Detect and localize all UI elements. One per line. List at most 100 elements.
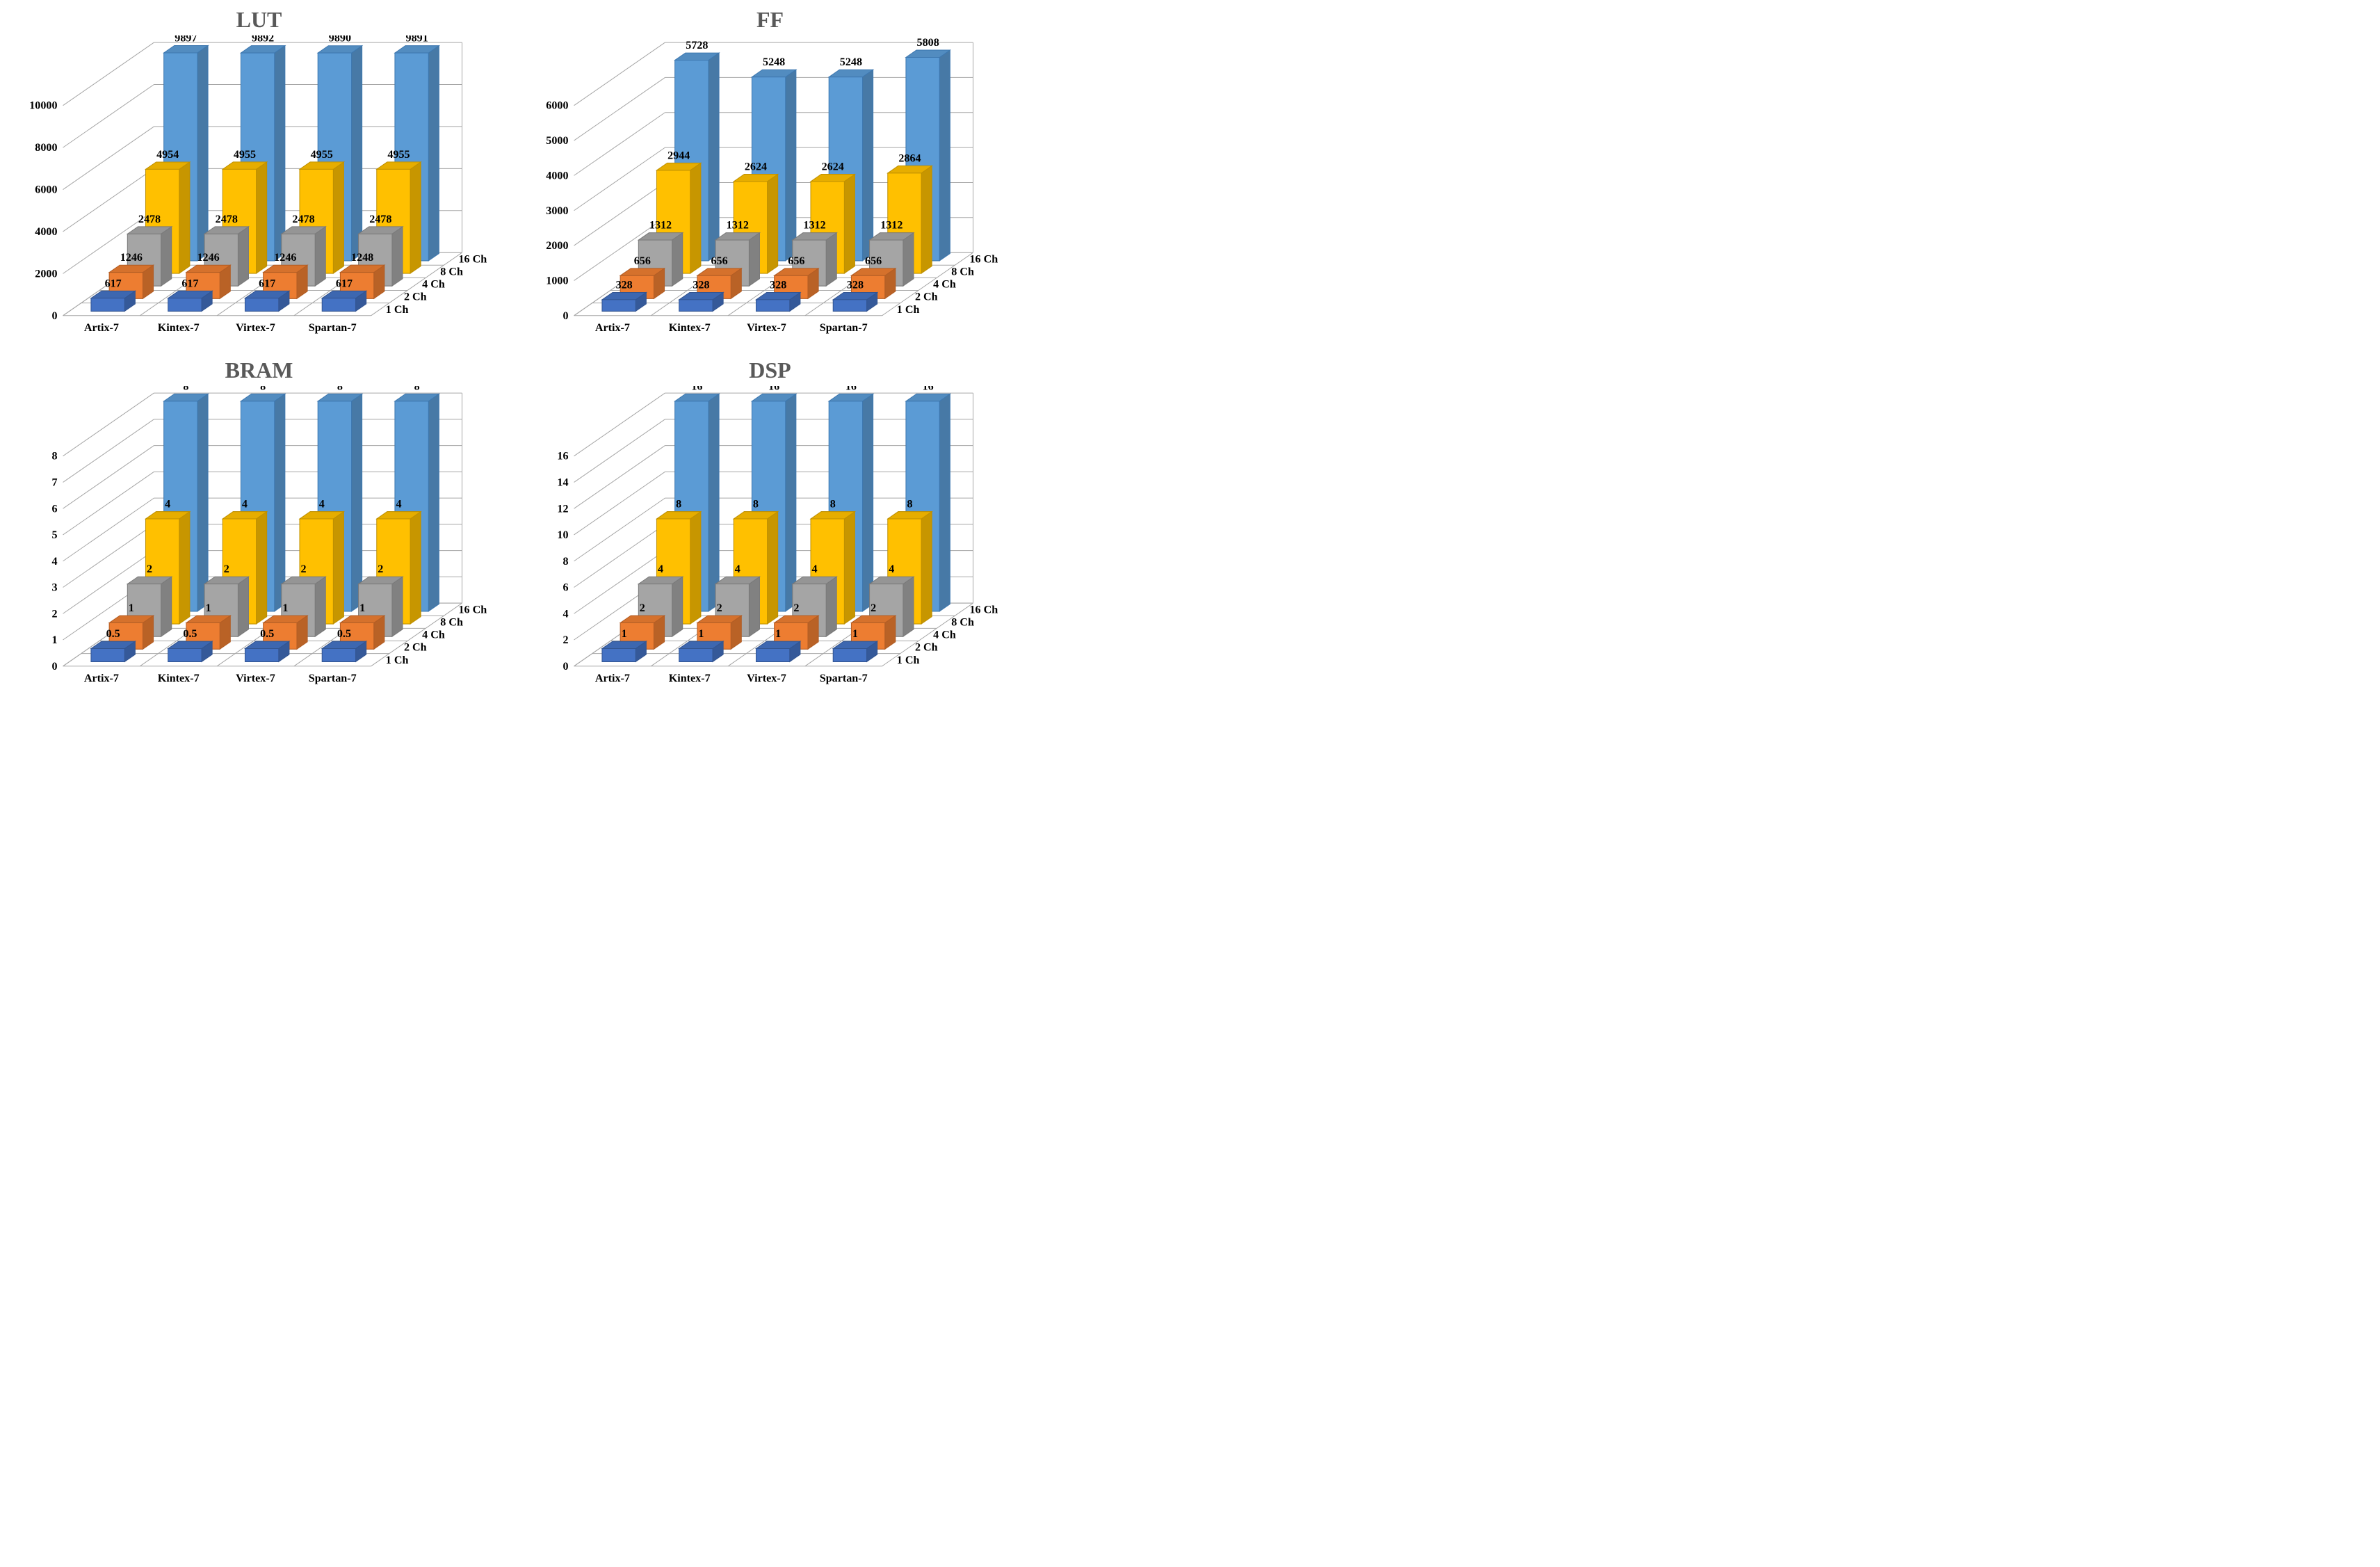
bar xyxy=(168,649,202,662)
bar-value-label: 2624 xyxy=(822,161,844,172)
y-tick-label: 4000 xyxy=(35,226,57,238)
bar-value-label: 2 xyxy=(301,563,307,575)
bar-value-label: 2 xyxy=(871,602,876,614)
series-label: 4 Ch xyxy=(933,279,956,291)
bar xyxy=(756,649,789,662)
bar-value-label: 4 xyxy=(319,499,325,511)
bar-value-label: 2 xyxy=(378,563,383,575)
bar xyxy=(602,300,636,312)
series-label: 4 Ch xyxy=(422,629,445,641)
bar-value-label: 2478 xyxy=(138,214,161,225)
series-label: 16 Ch xyxy=(458,253,487,265)
bar-value-label: 1 xyxy=(129,602,134,614)
chart-title: BRAM xyxy=(7,357,511,383)
y-tick-label: 0 xyxy=(562,661,568,673)
y-tick-label: 6000 xyxy=(546,100,568,112)
series-label: 4 Ch xyxy=(422,279,445,291)
bar-value-label: 5808 xyxy=(917,37,939,49)
bar-value-label: 1 xyxy=(622,628,627,640)
y-tick-label: 2 xyxy=(562,634,568,646)
bar-value-label: 1246 xyxy=(120,252,143,264)
x-category-label: Virtex-7 xyxy=(747,673,786,684)
bar xyxy=(756,300,789,312)
bar-value-label: 4 xyxy=(812,563,818,575)
bar-value-label: 1312 xyxy=(649,220,672,232)
bar-value-label: 9892 xyxy=(252,35,274,45)
bar xyxy=(679,300,713,312)
bar-value-label: 8 xyxy=(414,386,420,392)
y-tick-label: 14 xyxy=(557,477,568,489)
bar-value-label: 2 xyxy=(640,602,645,614)
bar-value-label: 656 xyxy=(788,255,804,267)
bar-value-label: 617 xyxy=(336,278,353,289)
bar-value-label: 16 xyxy=(691,386,702,392)
y-tick-label: 5 xyxy=(51,529,57,541)
y-tick-label: 0 xyxy=(51,661,57,673)
bar-value-label: 2 xyxy=(717,602,722,614)
series-label: 1 Ch xyxy=(897,654,920,666)
bar xyxy=(602,649,636,662)
bar-value-label: 8 xyxy=(830,499,836,511)
x-category-label: Virtex-7 xyxy=(236,322,275,334)
bar-value-label: 4954 xyxy=(156,149,179,161)
series-label: 16 Ch xyxy=(458,604,487,616)
y-tick-label: 6 xyxy=(562,582,568,594)
bar-value-label: 1312 xyxy=(727,220,749,232)
x-category-label: Artix-7 xyxy=(595,322,630,334)
bar-value-label: 0.5 xyxy=(337,628,351,640)
x-category-label: Spartan-7 xyxy=(820,322,868,334)
bar-value-label: 5248 xyxy=(763,56,785,68)
chart-svg: 012345678Artix-7Kintex-7Virtex-7Spartan-… xyxy=(7,386,511,701)
bar-value-label: 1 xyxy=(359,602,365,614)
bar-value-label: 0.5 xyxy=(260,628,274,640)
y-tick-label: 10 xyxy=(557,529,568,541)
bar-value-label: 4 xyxy=(242,499,248,511)
bar-value-label: 2478 xyxy=(216,214,238,225)
bar-value-label: 1 xyxy=(282,602,288,614)
x-category-label: Kintex-7 xyxy=(158,322,200,334)
series-label: 16 Ch xyxy=(969,253,998,265)
bar-value-label: 1312 xyxy=(803,220,825,232)
bar-value-label: 16 xyxy=(845,386,857,392)
chart-title: LUT xyxy=(7,7,511,33)
series-label: 2 Ch xyxy=(915,291,938,303)
bar-value-label: 2624 xyxy=(745,161,767,172)
bar-value-label: 1246 xyxy=(274,252,296,264)
bar-value-label: 4955 xyxy=(234,149,256,161)
chart-panel-bram: BRAM012345678Artix-7Kintex-7Virtex-7Spar… xyxy=(7,357,511,701)
bar-value-label: 1248 xyxy=(351,252,373,264)
bar-value-label: 9891 xyxy=(406,35,428,45)
y-tick-label: 8 xyxy=(51,451,57,463)
series-label: 2 Ch xyxy=(915,642,938,654)
bar-value-label: 1 xyxy=(852,628,858,640)
y-tick-label: 6000 xyxy=(35,184,57,196)
bar-value-label: 8 xyxy=(907,499,912,511)
series-label: 1 Ch xyxy=(386,654,409,666)
bar-value-label: 1 xyxy=(206,602,211,614)
bar-value-label: 656 xyxy=(634,255,651,267)
bar xyxy=(245,298,278,312)
series-label: 1 Ch xyxy=(897,304,920,316)
x-category-label: Spartan-7 xyxy=(309,322,357,334)
y-tick-label: 1000 xyxy=(546,275,568,287)
bar-value-label: 9890 xyxy=(329,35,351,45)
bar-value-label: 1 xyxy=(698,628,704,640)
bar-value-label: 617 xyxy=(259,278,275,289)
chart-svg: 0200040006000800010000Artix-7Kintex-7Vir… xyxy=(7,35,511,351)
x-category-label: Artix-7 xyxy=(84,322,119,334)
series-label: 16 Ch xyxy=(969,604,998,616)
bar-value-label: 2864 xyxy=(898,152,921,164)
y-tick-label: 8 xyxy=(562,556,568,568)
series-label: 2 Ch xyxy=(404,291,427,303)
bar-value-label: 5248 xyxy=(840,56,862,68)
bar-value-label: 2944 xyxy=(667,150,690,161)
series-label: 4 Ch xyxy=(933,629,956,641)
bar-value-label: 328 xyxy=(847,279,864,291)
series-label: 8 Ch xyxy=(951,617,974,629)
y-tick-label: 4 xyxy=(562,608,568,620)
y-tick-label: 0 xyxy=(51,310,57,322)
chart-title: FF xyxy=(518,7,1022,33)
bar-value-label: 656 xyxy=(865,255,882,267)
y-tick-label: 10000 xyxy=(29,100,57,112)
bar-value-label: 9897 xyxy=(175,35,197,44)
